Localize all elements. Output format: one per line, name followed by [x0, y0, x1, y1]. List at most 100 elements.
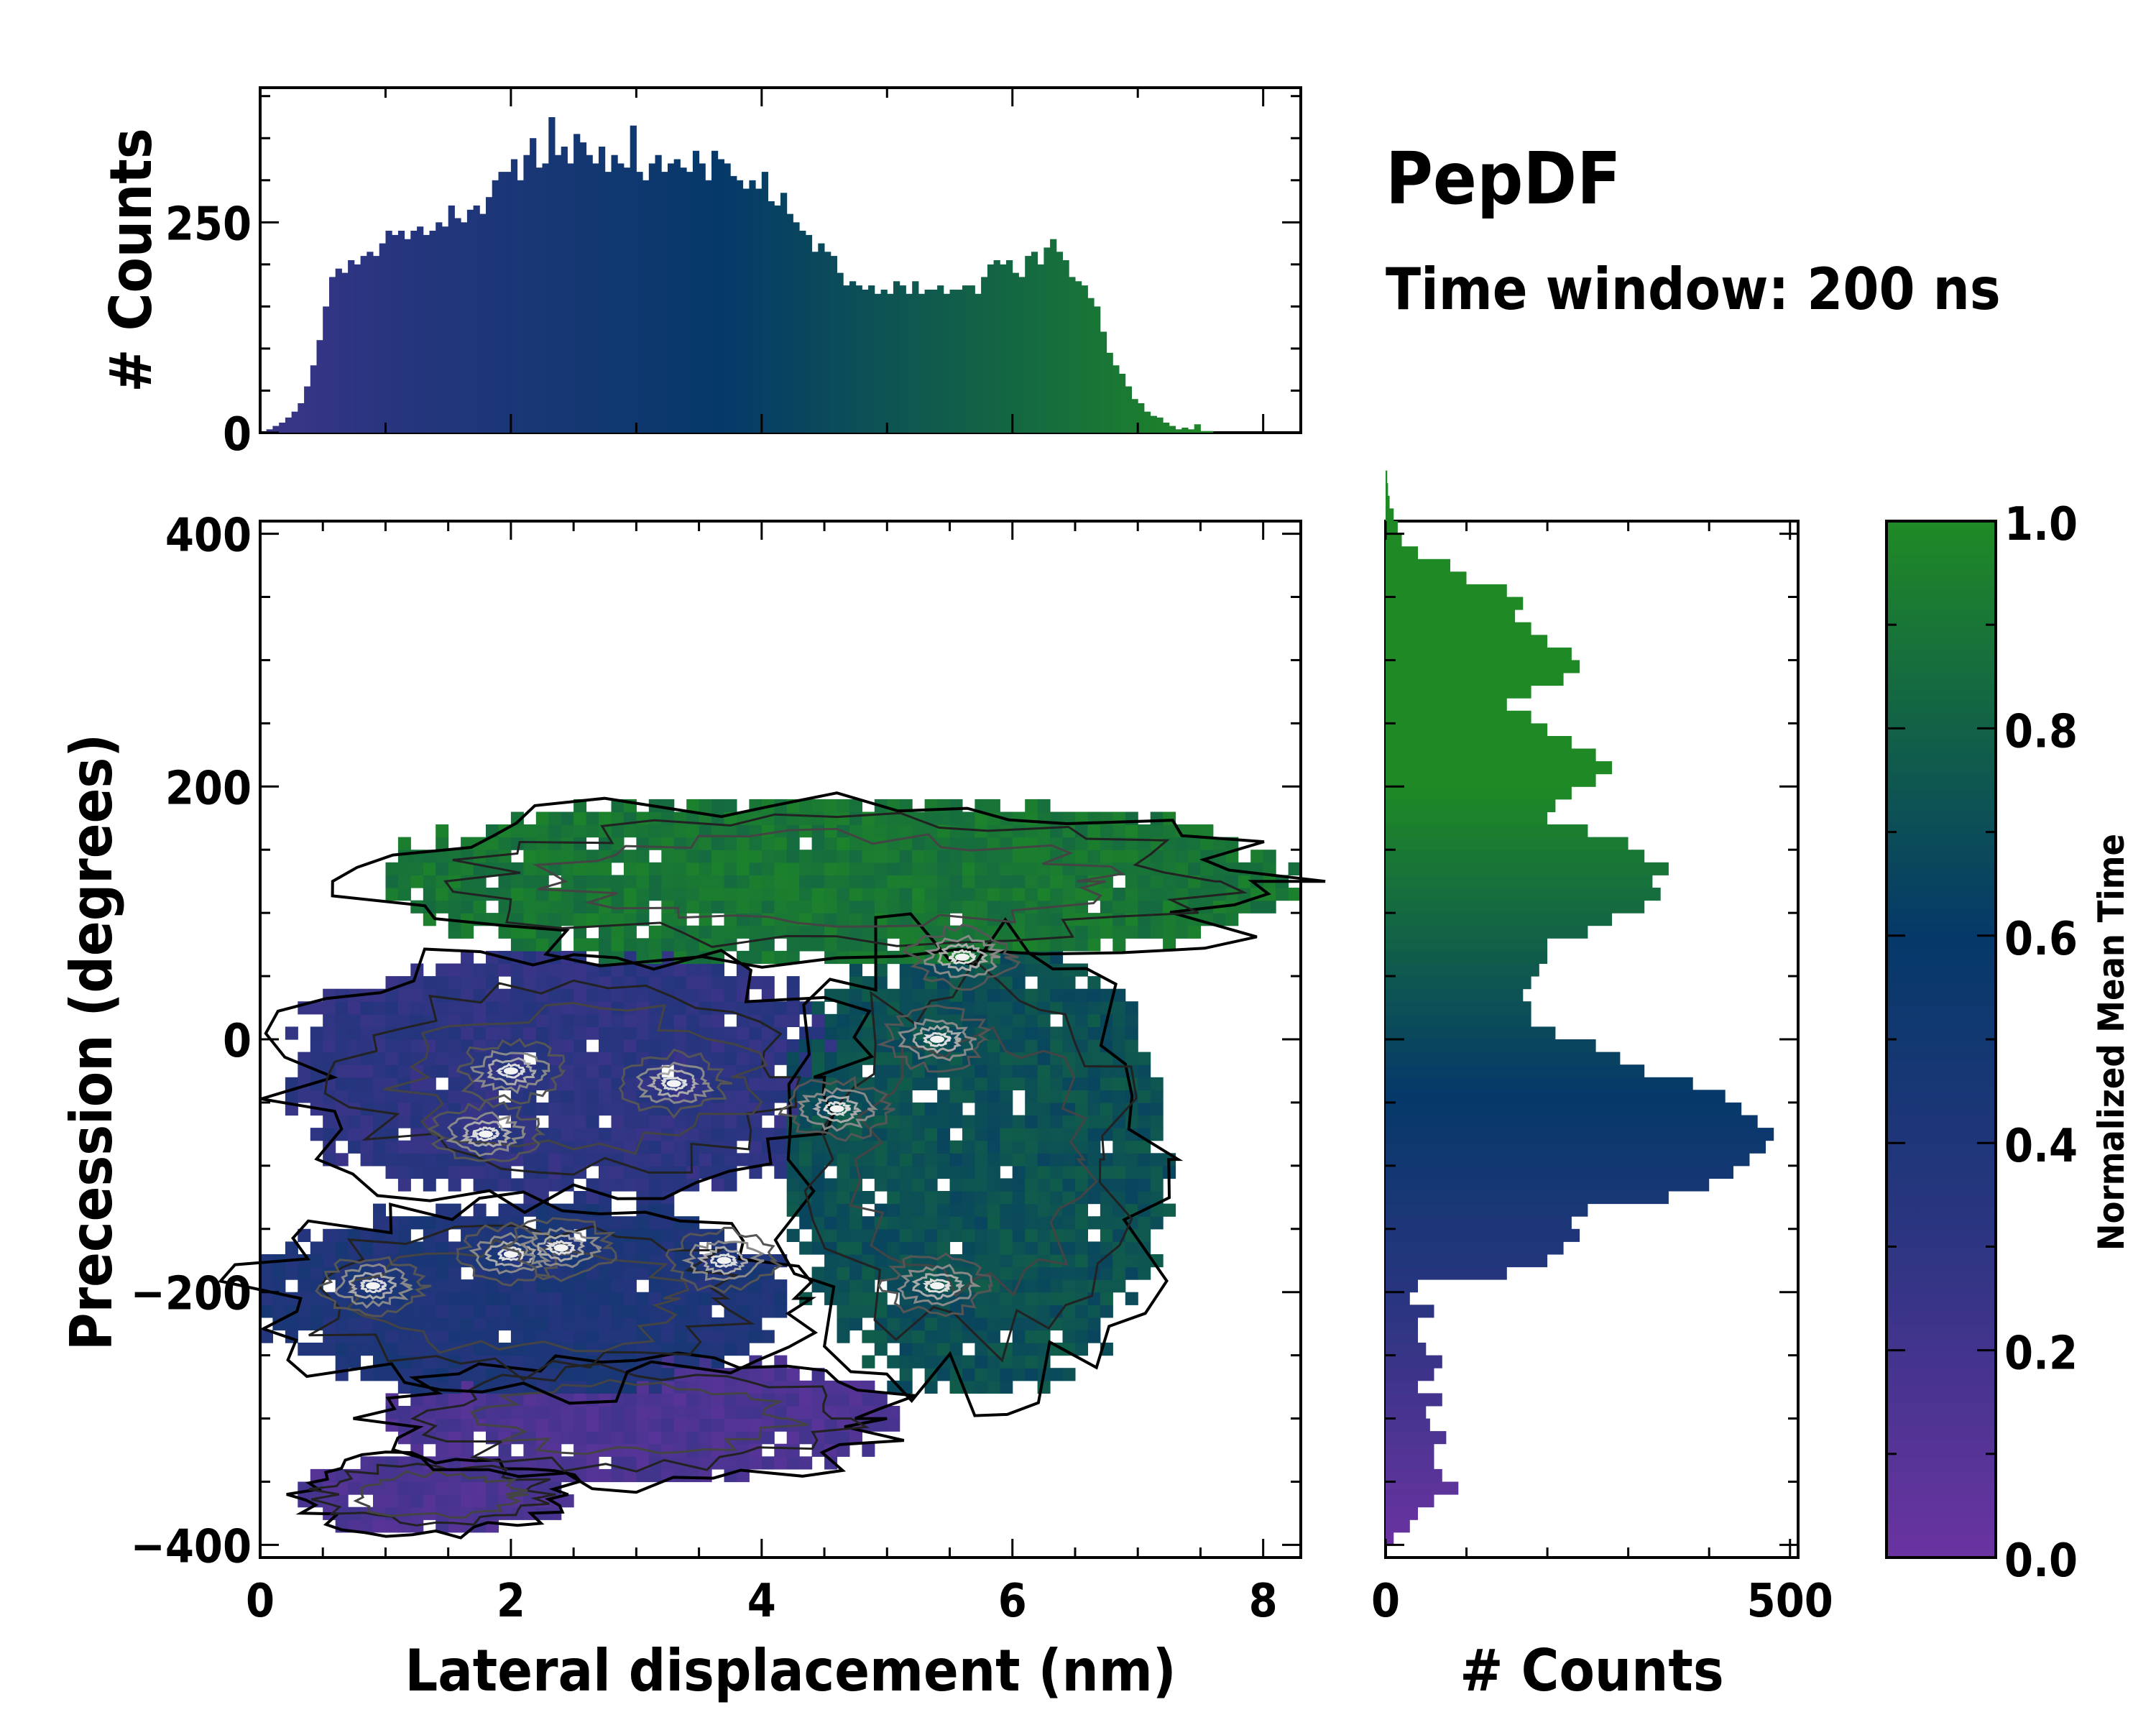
heatmap-cell — [987, 1254, 1000, 1268]
heatmap-cell — [1012, 900, 1026, 914]
heatmap-cell — [335, 1468, 349, 1483]
heatmap-cell — [586, 1178, 599, 1192]
heatmap-cell — [824, 811, 838, 825]
heatmap-cell — [486, 1406, 499, 1420]
heatmap-cell — [837, 1241, 850, 1255]
heatmap-cell — [611, 824, 625, 838]
heatmap-cell — [1062, 1216, 1076, 1230]
right-hist-bar — [1386, 824, 1588, 838]
heatmap-cell — [724, 925, 737, 939]
heatmap-cell — [548, 1115, 562, 1128]
heatmap-cell — [711, 1001, 724, 1015]
heatmap-cell — [348, 1026, 361, 1040]
heatmap-cell — [599, 1406, 612, 1420]
heatmap-cell — [673, 1418, 687, 1432]
right-hist-bar — [1386, 837, 1628, 850]
heatmap-cell — [1075, 988, 1088, 1002]
heatmap-cell — [397, 1001, 411, 1015]
heatmap-cell — [1050, 862, 1064, 875]
heatmap-cell — [1138, 1191, 1151, 1205]
heatmap-cell — [1000, 988, 1013, 1002]
heatmap-cell — [736, 1052, 750, 1065]
density-peak — [717, 1256, 732, 1264]
heatmap-cell — [611, 1292, 625, 1305]
heatmap-cell — [724, 1406, 737, 1420]
heatmap-cell — [1150, 824, 1164, 838]
heatmap-cell — [1037, 837, 1051, 850]
heatmap-cell — [561, 1305, 574, 1318]
heatmap-cell — [473, 976, 487, 990]
heatmap-cell — [310, 1039, 323, 1053]
right-hist-bar — [1386, 1468, 1442, 1482]
heatmap-cell — [1000, 1140, 1013, 1154]
heatmap-cell — [385, 1128, 399, 1141]
heatmap-cell — [874, 1203, 888, 1217]
heatmap-cell — [1050, 888, 1064, 901]
heatmap-cell — [862, 875, 875, 888]
heatmap-cell — [648, 1102, 662, 1116]
heatmap-cell — [786, 1039, 800, 1053]
heatmap-cell — [348, 1039, 361, 1053]
heatmap-cell — [661, 1279, 675, 1293]
heatmap-cell — [912, 913, 926, 926]
heatmap-cell — [1012, 1368, 1026, 1381]
heatmap-cell — [1050, 1343, 1064, 1356]
top-hist-bar — [962, 285, 969, 433]
heatmap-cell — [1025, 862, 1038, 875]
heatmap-cell — [924, 1153, 938, 1167]
heatmap-cell — [260, 1292, 273, 1305]
top-hist-bar — [272, 426, 280, 433]
heatmap-cell — [436, 900, 449, 914]
heatmap-cell — [548, 913, 562, 926]
heatmap-cell — [749, 1266, 763, 1280]
heatmap-cell — [1163, 925, 1176, 939]
heatmap-cell — [1037, 1140, 1051, 1154]
heatmap-cell — [975, 1254, 988, 1268]
heatmap-cell — [436, 1305, 449, 1318]
heatmap-cell — [1075, 1001, 1088, 1015]
heatmap-cell — [623, 1013, 637, 1027]
heatmap-cell — [348, 1317, 361, 1331]
heatmap-cell — [623, 1102, 637, 1116]
heatmap-cell — [1188, 850, 1201, 863]
heatmap-cell — [987, 875, 1000, 888]
heatmap-cell — [397, 1228, 411, 1242]
heatmap-cell — [849, 875, 862, 888]
heatmap-cell — [1075, 1241, 1088, 1255]
heatmap-cell — [874, 1317, 888, 1331]
heatmap-cell — [360, 1013, 374, 1027]
heatmap-cell — [448, 862, 461, 875]
heatmap-cell — [1025, 988, 1038, 1002]
heatmap-cell — [899, 976, 913, 990]
heatmap-cell — [686, 888, 700, 901]
heatmap-cell — [461, 1406, 474, 1420]
right-hist-bar — [1386, 850, 1645, 863]
heatmap-cell — [535, 1203, 549, 1217]
heatmap-cell — [912, 862, 926, 875]
heatmap-cell — [510, 888, 524, 901]
heatmap-cell — [761, 1368, 775, 1381]
heatmap-cell — [348, 1090, 361, 1103]
heatmap-cell — [912, 1343, 926, 1356]
heatmap-cell — [874, 1140, 888, 1154]
density-contour — [796, 1087, 879, 1132]
right-hist-bar — [1386, 799, 1556, 812]
right-hist-bar — [1386, 1052, 1621, 1065]
heatmap-cell — [1112, 1254, 1126, 1268]
top-hist-bar — [291, 411, 298, 433]
heatmap-cell — [486, 1001, 499, 1015]
heatmap-cell — [373, 1368, 386, 1381]
heatmap-cell — [348, 1519, 361, 1533]
heatmap-cell — [711, 824, 724, 838]
heatmap-cell — [849, 799, 862, 813]
heatmap-cell — [749, 1418, 763, 1432]
top-hist-bar — [730, 175, 737, 433]
heatmap-cell — [623, 1077, 637, 1090]
heatmap-cell — [623, 1128, 637, 1141]
heatmap-cell — [887, 1039, 900, 1053]
heatmap-cell — [410, 988, 424, 1002]
heatmap-cell — [824, 900, 838, 914]
heatmap-cell — [436, 1443, 449, 1457]
heatmap-cell — [473, 1026, 487, 1040]
heatmap-cell — [1012, 888, 1026, 901]
